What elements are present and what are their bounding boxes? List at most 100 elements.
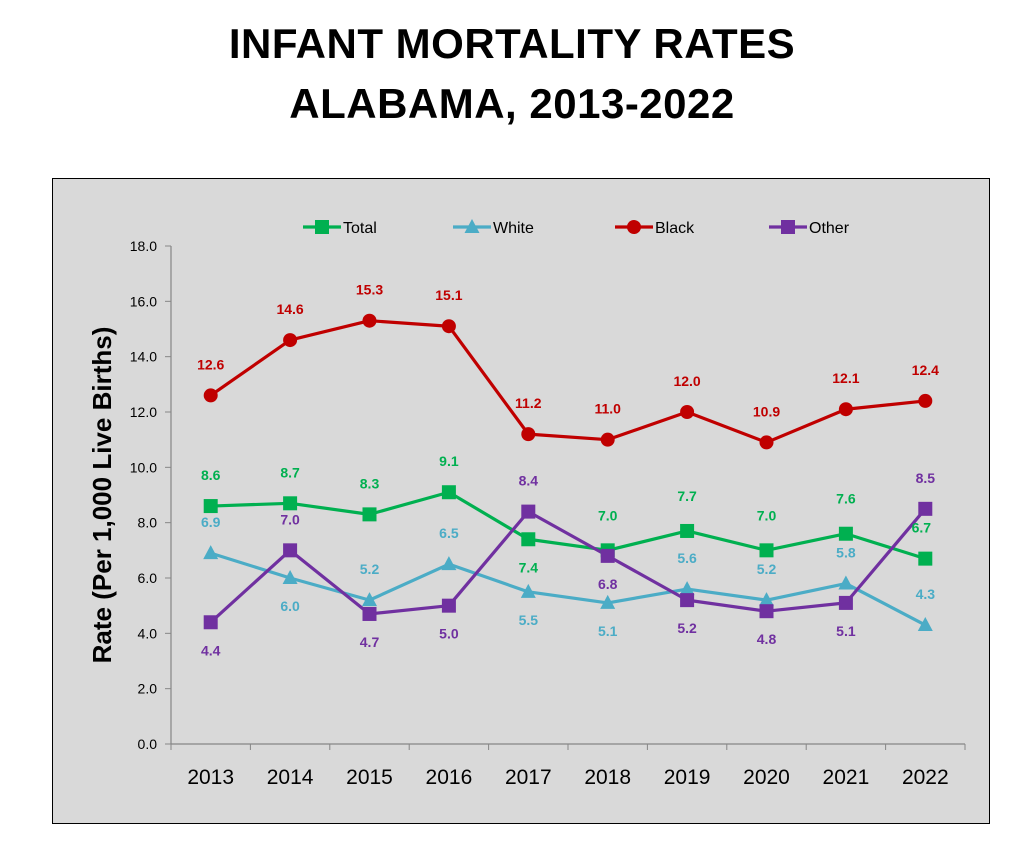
data-point-total bbox=[918, 551, 933, 566]
data-label-white: 6.0 bbox=[280, 598, 300, 614]
y-tick-label: 6.0 bbox=[138, 570, 158, 586]
chart-title-line-2: ALABAMA, 2013-2022 bbox=[289, 80, 735, 127]
data-label-white: 5.5 bbox=[519, 612, 539, 628]
data-point-total bbox=[759, 543, 774, 558]
data-label-black: 12.6 bbox=[197, 356, 224, 372]
series-lines bbox=[209, 319, 927, 627]
series-line-total bbox=[210, 490, 926, 561]
data-label-total: 7.7 bbox=[677, 488, 697, 504]
data-label-total: 8.3 bbox=[360, 475, 380, 491]
data-point-other bbox=[283, 543, 298, 558]
y-tick-label: 8.0 bbox=[138, 515, 158, 531]
data-label-white: 5.6 bbox=[677, 550, 697, 566]
data-point-other bbox=[918, 501, 933, 516]
y-tick-label: 16.0 bbox=[130, 293, 157, 309]
data-label-total: 9.1 bbox=[439, 453, 459, 469]
data-point-white bbox=[441, 556, 457, 571]
series-markers bbox=[203, 313, 933, 632]
data-label-total: 7.0 bbox=[757, 507, 777, 523]
data-label-total: 7.0 bbox=[598, 507, 618, 523]
data-point-white bbox=[759, 592, 774, 607]
data-point-other bbox=[600, 548, 615, 563]
data-label-black: 11.0 bbox=[594, 401, 621, 417]
legend-label-white: White bbox=[493, 220, 534, 237]
series-line-black bbox=[209, 319, 926, 445]
data-label-black: 10.9 bbox=[753, 403, 780, 419]
data-label-black: 12.1 bbox=[832, 370, 859, 386]
data-point-other bbox=[362, 606, 377, 621]
legend-marker-black bbox=[627, 220, 641, 234]
y-tick-label: 2.0 bbox=[138, 681, 158, 697]
data-point-white bbox=[838, 575, 854, 590]
y-tick-label: 12.0 bbox=[130, 404, 157, 420]
data-label-white: 5.2 bbox=[757, 561, 777, 577]
data-point-black bbox=[362, 313, 377, 328]
data-point-black bbox=[838, 402, 853, 417]
data-label-other: 7.0 bbox=[280, 511, 300, 527]
data-label-white: 5.8 bbox=[836, 545, 856, 561]
x-tick-label: 2022 bbox=[902, 766, 949, 789]
data-label-black: 12.0 bbox=[673, 373, 700, 389]
data-label-white: 6.5 bbox=[439, 525, 459, 541]
legend-label-total: Total bbox=[343, 220, 377, 237]
chart-area: 0.0 2.0 4.0 6.0 8.0 10.0 12.0 14.0 16.0 18.0 2013 2… bbox=[52, 178, 990, 824]
data-label-black: 12.4 bbox=[912, 362, 939, 378]
data-point-total bbox=[680, 523, 695, 538]
data-point-white bbox=[520, 583, 536, 598]
data-label-black: 14.6 bbox=[276, 301, 303, 317]
legend: Total White Black Other bbox=[303, 219, 850, 237]
series-line-white bbox=[210, 551, 927, 627]
x-tick-label: 2021 bbox=[823, 766, 870, 789]
data-label-other: 5.2 bbox=[677, 620, 697, 636]
data-point-other bbox=[203, 615, 218, 630]
y-tick-label: 14.0 bbox=[130, 349, 157, 365]
data-labels: 8.6 8.7 8.3 9.1 7.4 7.0 7.7 7.0 7.6 6.7 6.9 6.0 5.2 6… bbox=[197, 282, 939, 659]
data-point-black bbox=[203, 388, 218, 403]
data-label-total: 7.4 bbox=[519, 559, 539, 575]
y-tick-label: 10.0 bbox=[130, 459, 157, 475]
data-label-other: 6.8 bbox=[598, 576, 618, 592]
data-label-white: 5.2 bbox=[360, 561, 380, 577]
y-tick-label: 4.0 bbox=[138, 625, 158, 641]
series-line-other bbox=[209, 507, 927, 624]
x-tick-label: 2019 bbox=[664, 766, 711, 789]
chart-title-line-1: INFANT MORTALITY RATES bbox=[228, 20, 796, 67]
line-chart: 0.0 2.0 4.0 6.0 8.0 10.0 12.0 14.0 16.0 18.0 2013 2… bbox=[87, 219, 966, 789]
data-label-total: 8.6 bbox=[201, 467, 221, 483]
data-point-total bbox=[203, 499, 218, 514]
data-point-total bbox=[441, 485, 456, 500]
data-point-total bbox=[362, 507, 377, 522]
data-label-total: 8.7 bbox=[280, 464, 300, 480]
data-point-other bbox=[441, 598, 456, 613]
data-point-other bbox=[759, 604, 774, 619]
legend-marker-total bbox=[315, 220, 329, 234]
data-label-white: 5.1 bbox=[598, 623, 618, 639]
data-label-other: 4.7 bbox=[360, 634, 380, 650]
data-label-other: 4.4 bbox=[201, 642, 221, 658]
x-tick-label: 2014 bbox=[267, 766, 314, 789]
data-label-other: 5.1 bbox=[836, 623, 856, 639]
data-label-black: 15.1 bbox=[435, 287, 462, 303]
data-point-white bbox=[282, 570, 298, 584]
data-point-white bbox=[600, 594, 616, 609]
x-tick-label: 2020 bbox=[743, 766, 790, 789]
data-point-black bbox=[441, 319, 456, 334]
data-point-black bbox=[600, 432, 615, 447]
data-point-black bbox=[759, 435, 774, 450]
axes: 0.0 2.0 4.0 6.0 8.0 10.0 12.0 14.0 16.0 18.0 2013 2… bbox=[130, 238, 966, 789]
data-point-white bbox=[679, 581, 695, 596]
x-tick-label: 2016 bbox=[426, 766, 473, 789]
legend-label-other: Other bbox=[809, 220, 850, 237]
y-tick-label: 0.0 bbox=[138, 736, 158, 752]
data-point-total bbox=[838, 526, 853, 541]
legend-marker-white bbox=[464, 219, 480, 233]
data-label-total: 7.6 bbox=[836, 491, 856, 507]
data-point-total bbox=[521, 532, 536, 547]
data-label-white: 4.3 bbox=[916, 586, 936, 602]
x-tick-label: 2015 bbox=[346, 766, 393, 789]
x-tick-label: 2013 bbox=[187, 766, 234, 789]
data-point-other bbox=[521, 504, 536, 519]
legend-label-black: Black bbox=[655, 220, 695, 237]
data-point-black bbox=[521, 427, 536, 442]
data-label-other: 4.8 bbox=[757, 631, 777, 647]
